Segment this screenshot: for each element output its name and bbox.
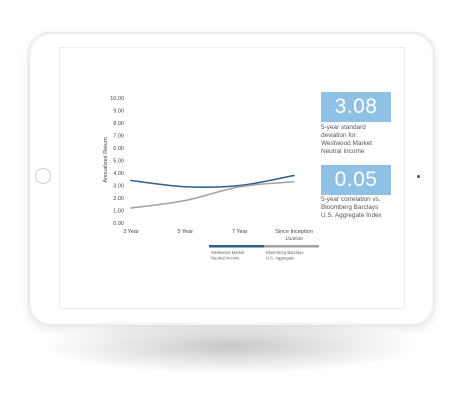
x-tick-label: 3 Year [123,229,139,235]
y-axis-label: Annualized Return [103,137,109,182]
y-tick-label: 9.00 [113,109,124,115]
y-tick-label: 7.00 [113,134,124,140]
y-tick-label: 5.00 [113,159,124,165]
y-tick-label: 1.00 [113,209,124,215]
y-tick-label: 4.00 [113,171,124,177]
legend-swatch [209,245,264,248]
legend-label: Westwood Market Neutral Income [211,250,245,261]
x-tick-label: 7 Year [232,229,248,235]
stat-correlation-caption: 5-year correlation vs. Bloomberg Barclays… [321,196,382,219]
series-line-westwood [130,174,295,189]
y-tick-label: 6.00 [113,146,124,152]
x-tick-label: Since Inception 1/1/2010 [275,229,313,241]
tablet-shadow [44,318,416,374]
y-tick-label: 0.00 [113,221,124,227]
y-tick-label: 10.00 [110,96,124,102]
stat-correlation-value: 0.05 [321,165,391,195]
y-tick-label: 2.00 [113,196,124,202]
y-tick-label: 3.00 [113,184,124,190]
legend-swatch [264,245,319,248]
stat-std-dev-value: 3.08 [321,92,391,122]
legend-label: Bloomberg Barclays U.S. Aggregate [266,250,303,261]
series-line-benchmark [130,180,295,209]
stat-std-dev-caption: 5-year standard deviation for Westwood Mar… [321,124,373,155]
x-tick-label: 5 Year [178,229,194,235]
y-tick-label: 8.00 [113,121,124,127]
home-button[interactable] [35,168,51,184]
camera-dot [417,175,420,178]
